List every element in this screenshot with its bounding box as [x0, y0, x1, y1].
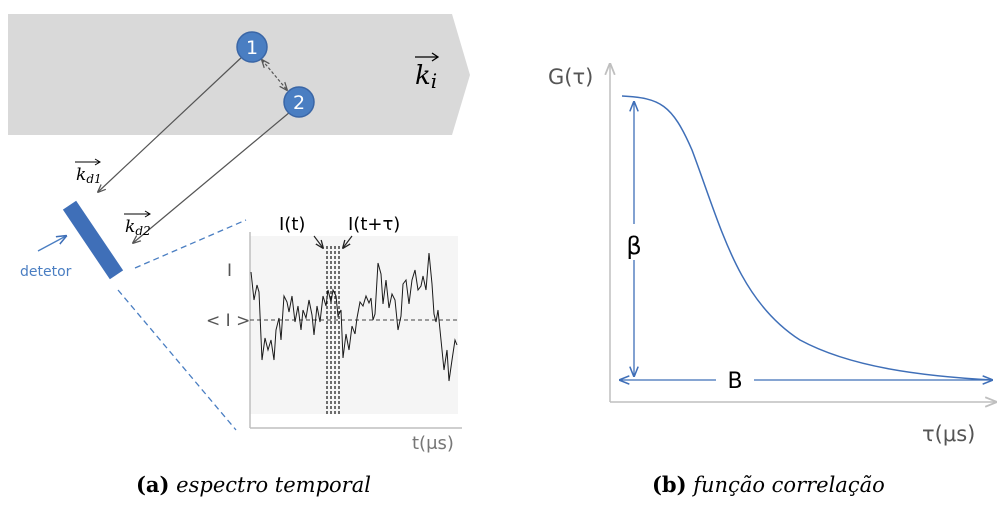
correlation-x-label: τ(μs) [922, 422, 975, 446]
pointer-t-tau [343, 235, 353, 248]
intensity-plot-background [250, 236, 458, 414]
caption-a-text: espectro temporal [176, 473, 371, 497]
svg-text:kd1: kd1 [76, 165, 102, 186]
panel-b: G(τ) τ(μs) β B [548, 64, 996, 446]
incident-wave-vector-label: k [415, 61, 431, 91]
beta-label-bg [626, 224, 644, 260]
incident-beam [8, 14, 470, 135]
wave-vector-d1: kd1 [75, 158, 102, 186]
caption-b-text: função correlação [693, 473, 885, 497]
svg-text:kd2: kd2 [125, 217, 151, 238]
caption-a: (a) espectro temporal [136, 472, 371, 497]
baseline-label-bg [716, 366, 754, 394]
intensity-plot: I(t) I(t+τ) I < I > t(μs) [206, 214, 462, 454]
particle-2: 2 [283, 86, 315, 118]
particle-2-label: 2 [293, 92, 305, 114]
baseline-label: B [727, 369, 742, 394]
correlation-y-label: G(τ) [548, 65, 593, 89]
caption-a-letter: (a) [136, 472, 170, 497]
svg-text:ki: ki [415, 61, 437, 93]
beta-label: β [626, 232, 641, 260]
caption-b: (b) função correlação [652, 472, 885, 497]
incident-wave-vector: ki [415, 52, 440, 93]
scattered-ray-1 [98, 55, 244, 192]
detector-pointer [37, 236, 66, 252]
correlation-curve [621, 95, 993, 381]
particle-1: 1 [236, 31, 268, 63]
mean-intensity-label: < I > [206, 311, 250, 331]
zoom-line-bottom [117, 289, 237, 431]
wave-vector-d1-sub: d1 [86, 172, 101, 186]
incident-wave-vector-sub: i [431, 69, 437, 93]
particle-separation-arrow [262, 60, 287, 90]
detector [62, 200, 124, 280]
intensity-t-tau-label: I(t+τ) [348, 214, 400, 235]
detector-label: detetor [20, 264, 72, 280]
zoom-line-top [134, 219, 247, 269]
wave-vector-d2-sub: d2 [135, 224, 150, 238]
pointer-t [313, 235, 323, 248]
intensity-y-label: I [227, 261, 232, 281]
intensity-signal [250, 252, 458, 382]
wave-vector-d1-label: k [76, 165, 86, 185]
particle-1-label: 1 [246, 37, 258, 59]
panel-a: ki 1 2 kd1 kd2 [8, 14, 470, 454]
wave-vector-d2: kd2 [124, 210, 151, 238]
intensity-t-label: I(t) [279, 214, 305, 235]
wave-vector-d2-label: k [125, 217, 135, 237]
scattered-ray-2 [133, 111, 291, 243]
caption-b-letter: (b) [652, 472, 687, 497]
intensity-x-label: t(μs) [412, 433, 454, 454]
